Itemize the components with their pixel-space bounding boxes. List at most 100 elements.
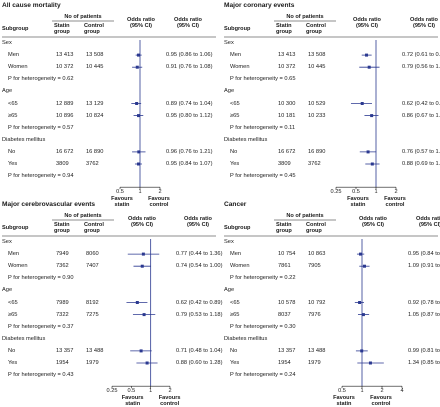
x-tick-label: 1 bbox=[360, 388, 364, 395]
statin-count: 10 372 bbox=[56, 64, 74, 71]
subgroup-category: Diabetes mellitus bbox=[224, 136, 268, 143]
odds-ratio-point bbox=[365, 53, 369, 57]
heterogeneity-p: P for heterogeneity = 0.43 bbox=[8, 372, 74, 379]
favours-statin-label: Favours statin bbox=[111, 196, 133, 209]
control-count: 8192 bbox=[86, 299, 99, 306]
no-of-patients-header: No of patients bbox=[286, 213, 324, 219]
odds-ratio-point bbox=[367, 65, 371, 69]
odds-ratio-header: Odds ratio (95% CI) bbox=[127, 17, 155, 30]
subgroup-label: <65 bbox=[230, 100, 240, 107]
odds-ratio-point bbox=[360, 102, 364, 105]
forest-panel: Major coronary events No of patients Subgr… bbox=[224, 2, 440, 208]
favours-control-label: Favours control bbox=[370, 395, 392, 407]
odds-ratio-ci-text: 0.86 (0.67 to 1.09) bbox=[402, 112, 440, 119]
odds-ratio-point bbox=[370, 114, 374, 118]
subgroup-label: ≥65 bbox=[230, 311, 240, 318]
statin-count: 10 181 bbox=[278, 112, 296, 119]
subgroup-category: Age bbox=[224, 88, 235, 95]
statin-count: 13 357 bbox=[56, 347, 74, 354]
forest-plot-svg bbox=[224, 20, 438, 190]
statin-count: 13 413 bbox=[56, 52, 74, 59]
x-tick-label: 0.5 bbox=[127, 388, 136, 395]
heterogeneity-p: P for heterogeneity = 0.45 bbox=[230, 173, 296, 180]
favours-control-label: Favours control bbox=[384, 196, 406, 209]
no-of-patients-header: No of patients bbox=[64, 213, 102, 219]
odds-ratio-ci-text: 0.62 (0.42 to 0.87) bbox=[402, 100, 440, 107]
heterogeneity-p: P for heterogeneity = 0.62 bbox=[8, 76, 74, 83]
subgroup-category: Sex bbox=[2, 239, 12, 245]
odds-ratio-point bbox=[142, 313, 146, 317]
control-count: 3762 bbox=[308, 161, 321, 167]
x-tick-label: 2 bbox=[394, 189, 398, 196]
odds-ratio-ci-text: 0.95 (0.84 to 1.07) bbox=[166, 161, 213, 167]
statin-count: 3809 bbox=[56, 161, 69, 167]
odds-ratio-ci-text: 0.77 (0.44 to 1.36) bbox=[176, 251, 223, 258]
subgroup-category: Age bbox=[2, 88, 13, 95]
subgroup-label: No bbox=[8, 148, 16, 155]
statin-count: 16 672 bbox=[278, 148, 296, 155]
statin-count: 10 578 bbox=[278, 299, 296, 306]
odds-ratio-ci-text: 0.95 (0.84 to 1.08) bbox=[408, 251, 440, 258]
subgroup-label: Yes bbox=[230, 161, 240, 167]
heterogeneity-p: P for heterogeneity = 0.37 bbox=[8, 323, 74, 330]
odds-ratio-ci-text: 0.79 (0.56 to 1.13) bbox=[402, 64, 440, 71]
odds-ratio-point bbox=[137, 150, 141, 154]
odds-ratio-ci-text: 0.89 (0.74 to 1.04) bbox=[166, 100, 213, 107]
statin-count: 7949 bbox=[56, 251, 69, 258]
subgroup-label: No bbox=[230, 347, 238, 354]
subgroup-label: Men bbox=[230, 52, 242, 59]
odds-ratio-point bbox=[358, 301, 362, 304]
odds-ratio-ci-text: 0.95 (0.86 to 1.06) bbox=[166, 52, 213, 59]
heterogeneity-p: P for heterogeneity = 0.24 bbox=[230, 372, 296, 379]
subgroup-label: Women bbox=[230, 263, 250, 270]
odds-ratio-ci-text: 0.76 (0.57 to 1.01) bbox=[402, 148, 440, 155]
favours-statin-label: Favours statin bbox=[121, 395, 144, 407]
subgroup-label: <65 bbox=[230, 299, 240, 306]
control-count: 7976 bbox=[308, 311, 321, 318]
statin-count: 10 896 bbox=[56, 112, 74, 119]
subgroup-label: Yes bbox=[230, 360, 240, 366]
subgroup-label: Men bbox=[8, 52, 20, 59]
statin-count: 7362 bbox=[56, 263, 69, 270]
odds-ratio-ci-text: 0.95 (0.80 to 1.12) bbox=[166, 112, 213, 119]
control-count: 10 792 bbox=[308, 299, 326, 306]
odds-ratio-ci-text: 0.71 (0.48 to 1.04) bbox=[176, 347, 223, 354]
forest-plot-svg bbox=[2, 219, 216, 389]
statin-count: 13 357 bbox=[278, 347, 296, 354]
control-count: 10 445 bbox=[86, 64, 104, 71]
statin-count: 12 889 bbox=[56, 100, 74, 107]
odds-ratio-point bbox=[366, 150, 370, 154]
odds-ratio-point bbox=[135, 102, 139, 105]
subgroup-label: Women bbox=[8, 263, 28, 270]
subgroup-label: Men bbox=[230, 251, 242, 258]
subgroup-label: No bbox=[230, 148, 238, 155]
statin-group-header: Statin group bbox=[276, 222, 292, 235]
odds-ratio-ci-header: Odds ratio (95% CI) bbox=[410, 17, 438, 30]
odds-ratio-point bbox=[145, 361, 149, 365]
odds-ratio-point bbox=[140, 264, 144, 268]
subgroup-category: Diabetes mellitus bbox=[2, 136, 46, 143]
panel-title: Major coronary events bbox=[224, 2, 295, 9]
odds-ratio-point bbox=[137, 114, 141, 118]
panel-title: Cancer bbox=[224, 201, 247, 208]
odds-ratio-header: Odds ratio (95% CI) bbox=[359, 216, 387, 229]
control-count: 7275 bbox=[86, 311, 99, 318]
odds-ratio-point bbox=[359, 252, 363, 256]
odds-ratio-point bbox=[139, 349, 143, 353]
favours-control-label: Favours control bbox=[148, 196, 170, 209]
odds-ratio-ci-text: 0.88 (0.60 to 1.28) bbox=[176, 360, 223, 366]
odds-ratio-ci-text: 1.09 (0.91 to 1.30) bbox=[408, 263, 440, 270]
control-count: 16 890 bbox=[86, 148, 104, 155]
control-count: 10 233 bbox=[308, 112, 326, 119]
odds-ratio-header: Odds ratio (95% CI) bbox=[353, 17, 381, 30]
forest-plot-svg bbox=[224, 219, 438, 389]
statin-count: 10 300 bbox=[278, 100, 296, 107]
subgroup-header: Subgroup bbox=[224, 225, 251, 231]
control-count: 13 508 bbox=[86, 52, 104, 59]
heterogeneity-p: P for heterogeneity = 0.30 bbox=[230, 323, 296, 330]
statin-count: 13 413 bbox=[278, 52, 296, 59]
subgroup-category: Age bbox=[2, 287, 13, 294]
statin-count: 10 372 bbox=[278, 64, 296, 71]
control-count: 7905 bbox=[308, 263, 321, 270]
forest-panel: Cancer No of patients Subgroup Statin group… bbox=[224, 201, 440, 407]
